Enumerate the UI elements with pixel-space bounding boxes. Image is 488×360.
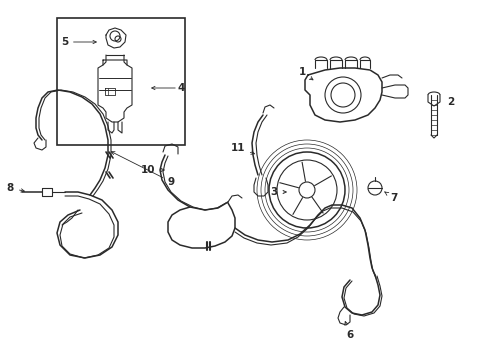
Text: 6: 6 [344, 321, 353, 340]
Text: 10: 10 [140, 165, 164, 175]
Text: 1: 1 [298, 67, 312, 80]
Text: 11: 11 [230, 143, 254, 154]
Text: 5: 5 [61, 37, 96, 47]
Text: 2: 2 [446, 97, 453, 107]
Text: 8: 8 [7, 183, 24, 193]
Text: 7: 7 [384, 192, 397, 203]
Text: 3: 3 [270, 187, 285, 197]
Text: 4: 4 [178, 83, 185, 93]
Bar [57, 18, 184, 145]
Text: 9: 9 [111, 152, 175, 187]
